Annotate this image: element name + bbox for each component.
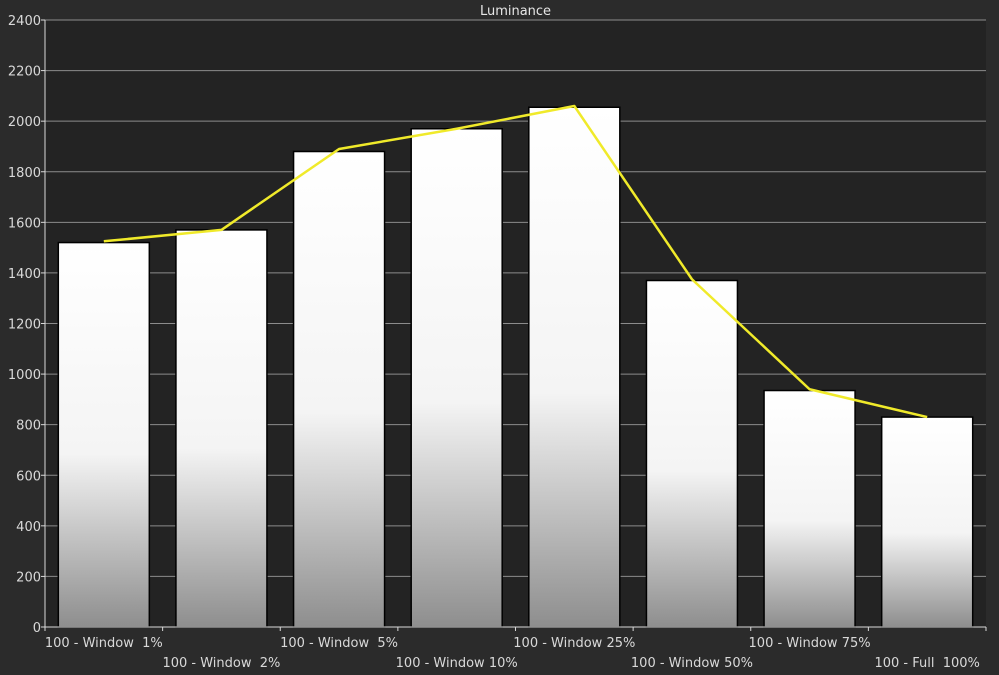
chart-title: Luminance — [480, 4, 551, 19]
y-tick-label: 2000 — [8, 115, 41, 130]
x-tick-label: 100 - Window 1% — [45, 636, 163, 651]
trend-line — [103, 104, 928, 419]
bar — [410, 128, 503, 628]
bar — [880, 416, 974, 628]
bar — [175, 229, 268, 628]
y-tick-label: 1400 — [8, 267, 41, 282]
bars — [57, 106, 974, 628]
axes: 0 200 400 600 800 1000 1200 1400 1600 1800 2000 220… — [8, 14, 987, 671]
x-tick-label: 100 - Window 2% — [162, 656, 280, 671]
bar — [57, 241, 151, 628]
y-tick-label: 800 — [16, 419, 41, 434]
x-tick-label: 100 - Window 25% — [513, 636, 635, 651]
y-tick-label: 2400 — [8, 14, 41, 29]
bar — [292, 150, 386, 628]
x-tick-label: 100 - Window 10% — [396, 656, 518, 671]
y-tick-label: 1600 — [8, 216, 41, 231]
x-tick-label: 100 - Window 5% — [280, 636, 398, 651]
x-tick-label: 100 - Full 100% — [874, 656, 979, 671]
bar — [645, 279, 739, 628]
series-line — [103, 104, 928, 419]
y-tick-label: 1800 — [8, 166, 41, 181]
x-tick-label: 100 - Window 75% — [749, 636, 871, 651]
y-tick-label: 2200 — [8, 65, 41, 80]
x-tick-label: 100 - Window 50% — [631, 656, 753, 671]
y-tick-label: 1200 — [8, 318, 41, 333]
y-tick-label: 400 — [16, 520, 41, 535]
bar — [763, 389, 856, 628]
y-tick-label: 200 — [16, 570, 41, 585]
y-tick-label: 1000 — [8, 368, 41, 383]
y-tick-label: 0 — [33, 621, 41, 636]
bar — [528, 106, 621, 628]
y-tick-label: 600 — [16, 469, 41, 484]
